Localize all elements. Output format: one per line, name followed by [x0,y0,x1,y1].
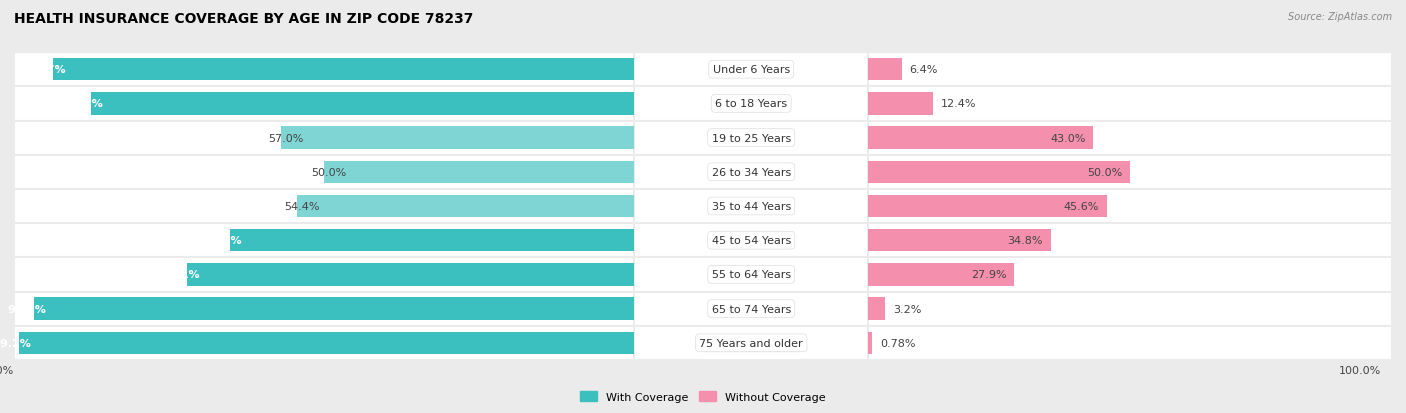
Text: 99.2%: 99.2% [0,338,31,348]
Bar [14,121,634,155]
Bar [869,161,1130,183]
Text: Source: ZipAtlas.com: Source: ZipAtlas.com [1288,12,1392,22]
Text: 100.0%: 100.0% [1340,365,1382,375]
Text: 100.0%: 100.0% [0,365,14,375]
Bar [869,87,1392,121]
Bar [229,230,634,252]
Bar [297,195,634,218]
Bar [869,230,1050,252]
Bar [20,332,634,354]
Bar [14,155,634,190]
Legend: With Coverage, Without Coverage: With Coverage, Without Coverage [575,386,831,408]
Bar [634,53,869,87]
Text: 27.9%: 27.9% [972,270,1007,280]
Bar [323,161,634,183]
Bar [869,121,1392,155]
Text: 12.4%: 12.4% [941,99,977,109]
Bar [14,292,634,326]
Bar [14,53,634,87]
Bar [91,93,634,115]
Bar [634,190,869,223]
Bar [634,87,869,121]
Bar [869,326,1392,360]
Bar [34,298,634,320]
Bar [281,127,634,150]
Text: 45 to 54 Years: 45 to 54 Years [711,236,790,246]
Text: 65.2%: 65.2% [204,236,242,246]
Bar [869,263,1014,286]
Bar [869,93,934,115]
Bar [869,155,1392,190]
Text: 3.2%: 3.2% [893,304,921,314]
Bar [869,223,1392,258]
Text: 96.8%: 96.8% [7,304,46,314]
Text: 75 Years and older: 75 Years and older [699,338,803,348]
Text: 87.6%: 87.6% [65,99,104,109]
Bar [634,223,869,258]
Text: 0.78%: 0.78% [880,338,915,348]
Bar [634,258,869,292]
Bar [869,332,873,354]
Bar [14,326,634,360]
Text: 55 to 64 Years: 55 to 64 Years [711,270,790,280]
Bar [869,258,1392,292]
Bar [634,326,869,360]
Bar [869,292,1392,326]
Bar [634,292,869,326]
Text: 65 to 74 Years: 65 to 74 Years [711,304,790,314]
Bar [869,195,1107,218]
Bar [869,59,901,81]
Bar [187,263,634,286]
Text: 50.0%: 50.0% [312,167,347,177]
Text: 19 to 25 Years: 19 to 25 Years [711,133,790,143]
Text: 6.4%: 6.4% [910,65,938,75]
Text: 45.6%: 45.6% [1064,202,1099,211]
Bar [869,190,1392,223]
Text: 34.8%: 34.8% [1007,236,1043,246]
Text: 35 to 44 Years: 35 to 44 Years [711,202,790,211]
Bar [14,223,634,258]
Bar [634,155,869,190]
Bar [53,59,634,81]
Bar [869,127,1094,150]
Text: 43.0%: 43.0% [1050,133,1085,143]
Bar [14,87,634,121]
Text: 93.7%: 93.7% [27,65,66,75]
Text: 57.0%: 57.0% [269,133,304,143]
Bar [869,53,1392,87]
Bar [634,121,869,155]
Text: 54.4%: 54.4% [284,202,321,211]
Text: Under 6 Years: Under 6 Years [713,65,790,75]
Text: HEALTH INSURANCE COVERAGE BY AGE IN ZIP CODE 78237: HEALTH INSURANCE COVERAGE BY AGE IN ZIP … [14,12,474,26]
Bar [14,258,634,292]
Text: 50.0%: 50.0% [1087,167,1122,177]
Text: 26 to 34 Years: 26 to 34 Years [711,167,790,177]
Text: 72.1%: 72.1% [160,270,200,280]
Bar [14,190,634,223]
Bar [869,298,886,320]
Text: 6 to 18 Years: 6 to 18 Years [716,99,787,109]
